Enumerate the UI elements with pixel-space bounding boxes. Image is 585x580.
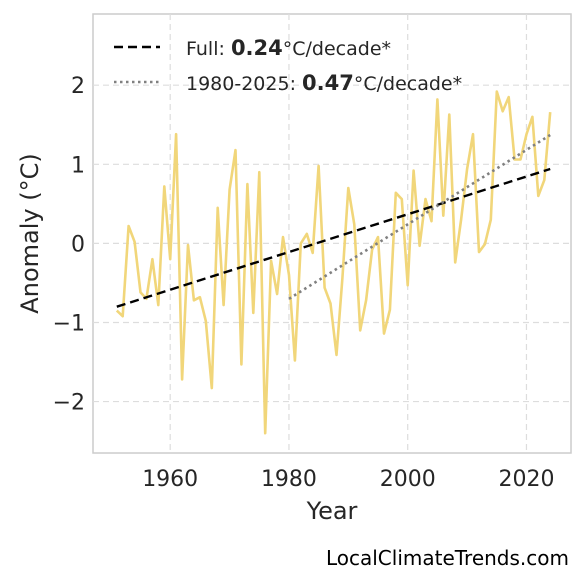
y-tick-label: −2 [53, 391, 85, 416]
x-tick-label: 1980 [261, 467, 317, 492]
x-axis-ticks: 1960 1980 2000 2020 [142, 467, 554, 492]
y-tick-label: −1 [53, 311, 85, 336]
y-tick-label: 0 [71, 232, 85, 257]
x-tick-label: 1960 [142, 467, 198, 492]
source-credit: LocalClimateTrends.com [325, 546, 569, 570]
y-axis-label: Anomaly (°C) [16, 153, 44, 313]
y-tick-label: 1 [71, 153, 85, 178]
legend-label: Full: 0.24°C/decade* [186, 36, 391, 60]
series-layer [115, 90, 552, 435]
anomaly-series-line [115, 90, 552, 435]
y-tick-label: 2 [71, 74, 85, 99]
grid [93, 14, 571, 453]
x-tick-label: 2020 [498, 467, 554, 492]
legend: Full: 0.24°C/decade* 1980-2025: 0.47°C/de… [114, 36, 462, 95]
legend-label: 1980-2025: 0.47°C/decade* [186, 71, 462, 95]
y-axis-ticks: 2 1 0 −1 −2 [53, 74, 85, 415]
full-trend-line [116, 167, 551, 308]
x-tick-label: 2000 [380, 467, 436, 492]
x-axis-label: Year [306, 497, 358, 525]
